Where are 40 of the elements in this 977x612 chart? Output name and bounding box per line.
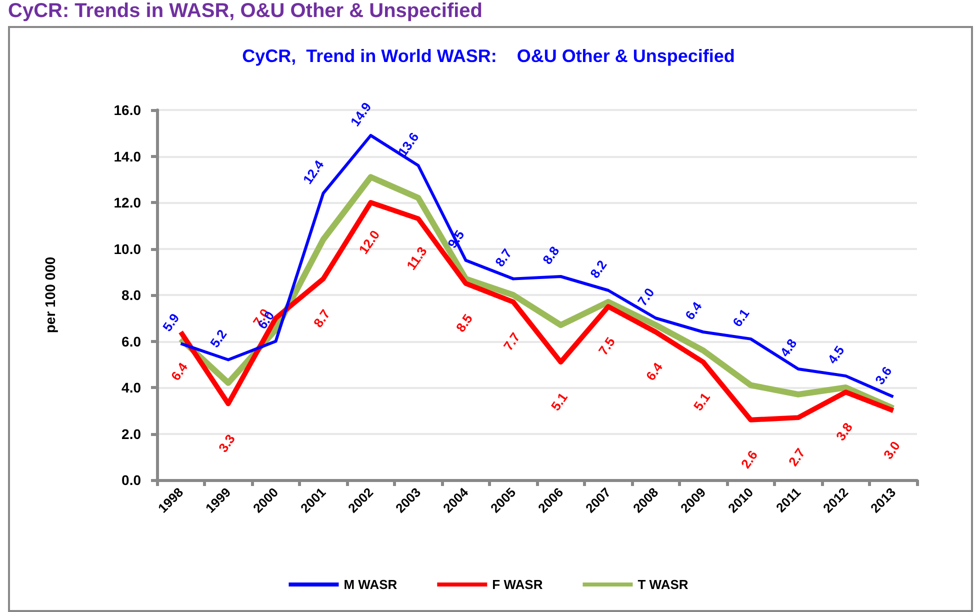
data-label: 4.8 [777,336,800,360]
data-label: 7.7 [500,330,524,354]
chart-title: CyCR, Trend in World WASR: O&U Other & Unspecified [242,46,735,66]
data-label: 3.3 [215,432,238,455]
legend-label: M WASR [344,577,398,592]
y-tick-label: 4.0 [122,380,142,396]
data-label: 3.8 [832,420,856,444]
data-label: 6.4 [642,359,666,384]
data-label: 4.5 [824,343,848,366]
data-label: 5.1 [548,390,571,414]
data-label: 5.2 [207,326,230,350]
y-tick-label: 12.0 [114,194,142,210]
legend-label: T WASR [638,577,689,592]
y-tick-label: 10.0 [114,240,142,257]
y-tick-label: 14.0 [114,148,142,164]
data-label: 7.5 [595,334,618,358]
data-label: 8.8 [540,244,562,268]
legend-label: F WASR [492,577,544,592]
y-tick-label: 16.0 [114,102,142,118]
data-label: 3.0 [880,438,904,462]
y-tick-label: 8.0 [122,287,142,303]
data-label: 7.0 [634,285,658,309]
data-label: 6.1 [730,306,752,330]
data-label: 9.5 [444,227,468,251]
y-tick-label: 0.0 [122,472,142,488]
data-label: 3.6 [872,364,895,388]
data-label: 8.5 [452,311,476,335]
data-label: 8.7 [492,246,515,270]
data-label: 5.9 [160,310,182,334]
data-label: 6.4 [682,298,706,323]
y-tick-label: 2.0 [122,426,142,442]
y-tick-label: 6.0 [122,333,142,350]
data-label: 6.4 [168,359,191,384]
data-label: 5.1 [690,390,714,414]
data-label: 8.2 [587,257,610,281]
data-label: 2.7 [785,445,808,469]
data-label: 2.6 [738,448,761,472]
text: CyCR: Trends in WASR, O&U Other & Unspecified [8,0,483,23]
data-label: 8.7 [310,306,334,330]
y-axis-title: per 100 000 [42,256,58,334]
